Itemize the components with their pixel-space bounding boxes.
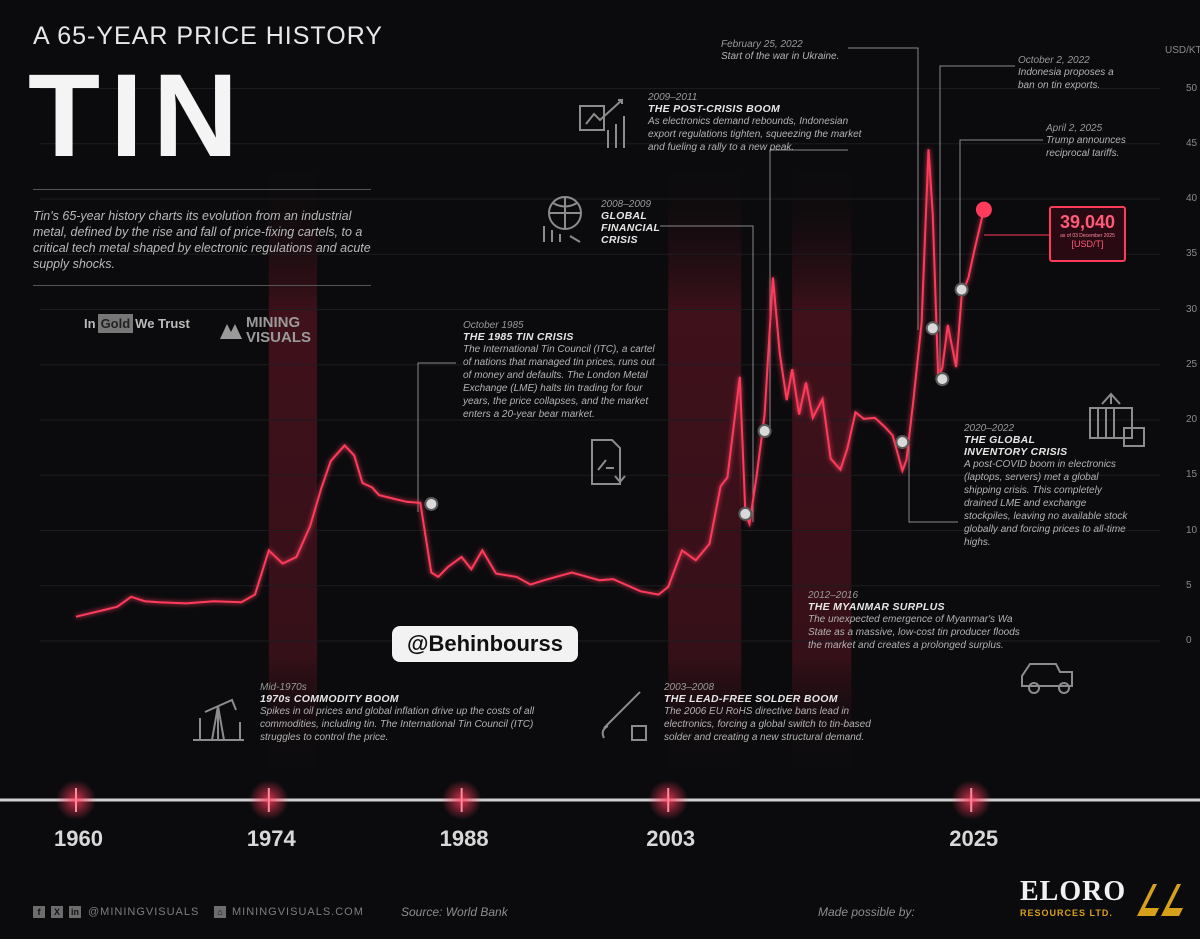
x-icon[interactable]: X bbox=[51, 906, 63, 918]
annotation-post-crisis-boom: 2009–2011 THE POST-CRISIS BOOM As electr… bbox=[648, 92, 862, 153]
leader-line-ukraine bbox=[848, 47, 919, 330]
annotation-solder-boom: 2003–2008 THE LEAD-FREE SOLDER BOOM The … bbox=[664, 682, 871, 743]
leader-line-gfc bbox=[660, 225, 754, 522]
y-tick-label: 50 bbox=[1186, 82, 1198, 94]
sponsor-logo-subtext: RESOURCES LTD. bbox=[1020, 908, 1113, 918]
intro-divider bbox=[33, 285, 371, 286]
annotation-inventory-crisis: 2020–2022 THE GLOBAL INVENTORY CRISIS A … bbox=[964, 423, 1128, 548]
page-title: TIN bbox=[28, 50, 249, 182]
x-tick-label: 1960 bbox=[54, 826, 103, 851]
y-tick-label: 45 bbox=[1186, 137, 1198, 149]
event-marker-5 bbox=[935, 372, 950, 387]
y-tick-label: 20 bbox=[1186, 414, 1198, 425]
highlight-band-0 bbox=[268, 160, 318, 780]
y-tick-label: 5 bbox=[1186, 579, 1192, 591]
y-tick-label: 10 bbox=[1186, 524, 1198, 536]
annotation-ukraine: February 25, 2022 Start of the war in Uk… bbox=[721, 39, 840, 62]
current-price-box: 39,040 as of 03 December 2025 [USD/T] bbox=[1049, 206, 1126, 262]
mining-visuals-logo: MINING VISUALS bbox=[246, 314, 312, 346]
y-tick-label: 30 bbox=[1186, 303, 1198, 315]
chip-growth-icon bbox=[579, 99, 625, 148]
annotation-myanmar-surplus: 2012–2016 THE MYANMAR SURPLUS The unexpe… bbox=[808, 590, 1020, 651]
y-tick-label: 0 bbox=[1186, 635, 1192, 646]
current-price-dot bbox=[975, 201, 992, 218]
facebook-icon[interactable]: f bbox=[33, 906, 45, 918]
y-tick-label: 35 bbox=[1186, 248, 1198, 260]
linkedin-icon[interactable]: in bbox=[69, 906, 81, 918]
leader-line-tariffs bbox=[959, 139, 1043, 290]
current-price-date: as of 03 December 2025 bbox=[1060, 233, 1115, 239]
y-tick-label: 25 bbox=[1186, 358, 1198, 370]
y-tick-label: 40 bbox=[1186, 193, 1198, 204]
current-price-unit: [USD/T] bbox=[1071, 239, 1104, 249]
x-tick-label: 1974 bbox=[246, 826, 296, 851]
y-axis-label: USD/KT bbox=[1165, 45, 1200, 56]
source-note: Source: World Bank bbox=[401, 905, 508, 919]
y-tick-label: 15 bbox=[1186, 469, 1198, 481]
sponsor-logo-text: ELORO bbox=[1020, 876, 1127, 907]
globe-crash-icon bbox=[543, 196, 582, 243]
page-subtitle: A 65-YEAR PRICE HISTORY bbox=[33, 22, 383, 50]
x-tick-label: 1988 bbox=[439, 826, 489, 851]
x-tick-label: 2025 bbox=[949, 826, 999, 851]
event-marker-4 bbox=[925, 321, 940, 336]
mining-visuals-logo-icon bbox=[220, 324, 242, 339]
leader-line-inventory bbox=[908, 443, 958, 523]
watermark-label: @Behinbourss bbox=[392, 626, 578, 662]
website-link[interactable]: MININGVISUALS.COM bbox=[232, 906, 364, 918]
event-marker-0 bbox=[424, 496, 439, 511]
title-divider bbox=[33, 189, 371, 190]
annotation-1985-crisis: October 1985 THE 1985 TIN CRISIS The Int… bbox=[463, 320, 655, 420]
annotation-financial-crisis: 2008–2009 GLOBAL FINANCIAL CRISIS bbox=[601, 199, 661, 246]
leader-line-1985 bbox=[417, 362, 456, 512]
oil-pump-icon bbox=[193, 698, 244, 741]
sponsor-logo-icon bbox=[1137, 884, 1183, 916]
current-price-value: 39,040 bbox=[1059, 212, 1116, 232]
x-tick-label: 2003 bbox=[646, 826, 696, 851]
mining-truck-icon bbox=[1021, 663, 1073, 694]
tin-price-line bbox=[75, 149, 985, 618]
made-possible-by: Made possible by: bbox=[818, 905, 915, 919]
event-marker-3 bbox=[895, 435, 910, 450]
highlight-band-2 bbox=[792, 160, 852, 780]
soldering-iron-icon bbox=[601, 691, 647, 741]
in-gold-we-trust-logo: In Gold We Trust bbox=[84, 314, 190, 333]
shipping-container-icon bbox=[1089, 392, 1145, 447]
annotation-1970s-boom: Mid-1970s 1970s COMMODITY BOOM Spikes in… bbox=[260, 682, 535, 743]
annotation-tariffs: April 2, 2025 Trump announces reciprocal… bbox=[1046, 123, 1126, 159]
event-marker-1 bbox=[738, 506, 753, 521]
event-marker-6 bbox=[954, 282, 969, 297]
event-marker-2 bbox=[757, 424, 772, 439]
annotation-indonesia: October 2, 2022 Indonesia proposes a ban… bbox=[1018, 55, 1114, 91]
home-icon: ⌂ bbox=[214, 906, 226, 918]
leader-line-indonesia bbox=[939, 65, 1015, 380]
intro-text: Tin's 65-year history charts its evoluti… bbox=[33, 209, 371, 271]
social-handle[interactable]: @MININGVISUALS bbox=[88, 906, 200, 918]
document-download-icon bbox=[591, 439, 626, 485]
